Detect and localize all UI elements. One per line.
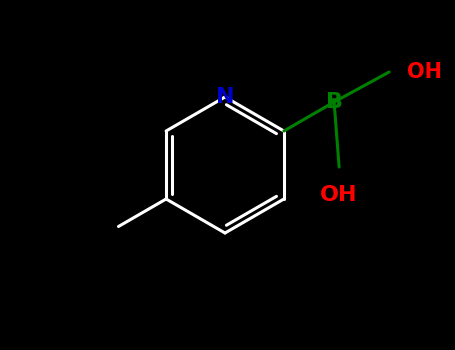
- Text: OH: OH: [407, 62, 442, 82]
- Text: B: B: [326, 92, 343, 112]
- Text: OH: OH: [320, 185, 358, 205]
- Text: N: N: [216, 87, 234, 107]
